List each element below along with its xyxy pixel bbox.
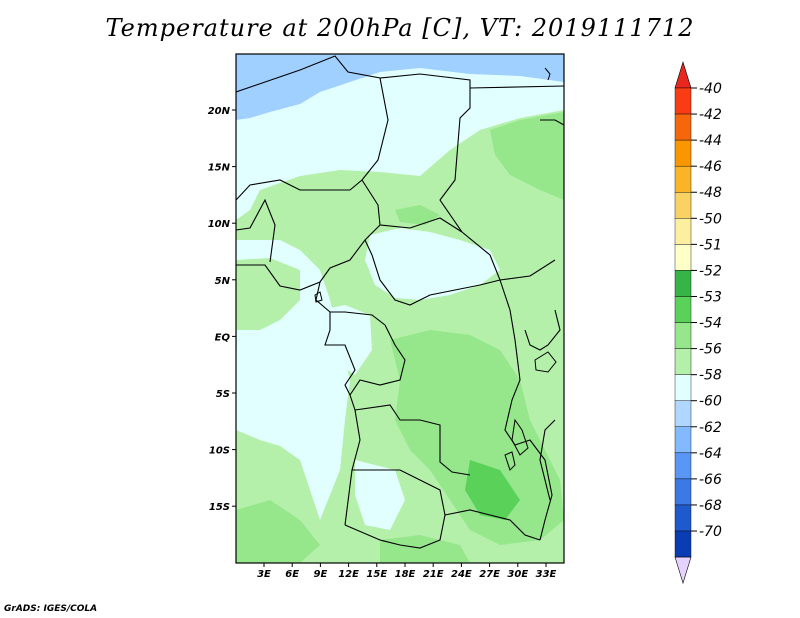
- longitude-axis: 3E 6E 9E 12E 15E 18E 21E 24E 27E 30E 33E: [257, 563, 557, 580]
- temperature-zone-mid-green: [390, 330, 564, 545]
- temperature-zone-pale-south: [355, 460, 405, 530]
- lon-tick-label: 18E: [395, 569, 416, 580]
- temperature-zone-mid-green-east: [490, 112, 564, 200]
- colorbar-band: [674, 139, 692, 167]
- colorbar-label: -40: [699, 81, 722, 97]
- temperature-zone-mid-green-se: [380, 535, 470, 563]
- colorbar-band: [674, 400, 692, 427]
- colorbar-label: -44: [699, 133, 722, 149]
- temperature-zone-light-green-west: [236, 258, 300, 330]
- lon-tick-label: 6E: [285, 569, 299, 580]
- temperature-zone-dark-green: [465, 460, 520, 520]
- colorbar-label: -53: [699, 289, 722, 305]
- colorbar-band: [674, 322, 692, 349]
- lon-tick-label: 12E: [338, 569, 359, 580]
- lakes: [314, 67, 557, 471]
- lat-tick-label: 20N: [208, 106, 231, 117]
- temperature-zone-mid-green-sw: [236, 500, 320, 563]
- colorbar-label: -68: [699, 498, 722, 514]
- colorbar-band: [674, 244, 692, 271]
- colorbar-band: [674, 452, 692, 480]
- temperature-zone-cold: [236, 54, 564, 120]
- lon-tick-label: 21E: [423, 569, 444, 580]
- lon-tick-label: 30E: [507, 569, 528, 580]
- lat-tick-label: 5S: [216, 389, 230, 400]
- colorbar-top-arrow: [674, 60, 692, 89]
- lon-tick-label: 15E: [366, 569, 387, 580]
- lat-tick-label: 15N: [208, 163, 231, 174]
- latitude-axis: 20N 15N 10N 5N EQ 5S 10S 15S: [208, 106, 236, 513]
- temperature-zone-mid-green-north: [395, 205, 440, 225]
- colorbar-band: [674, 87, 692, 115]
- lon-tick-label: 24E: [451, 569, 472, 580]
- country-borders: [236, 55, 564, 549]
- temperature-zone-pale-central: [365, 228, 500, 300]
- lon-tick-label: 9E: [314, 569, 328, 580]
- colorbar-label: -52: [699, 263, 722, 279]
- colorbar-band: [674, 478, 692, 506]
- colorbar-band: [674, 504, 692, 532]
- lon-tick-label: 33E: [536, 569, 557, 580]
- lat-tick-label: 15S: [209, 502, 230, 513]
- colorbar-label: -66: [699, 472, 722, 488]
- colorbar-band: [674, 218, 692, 245]
- colorbar-band: [674, 165, 692, 193]
- lat-tick-label: EQ: [215, 332, 231, 343]
- colorbar-bottom-arrow: [674, 556, 692, 585]
- colorbar-band: [674, 296, 692, 323]
- colorbar-label: -51: [699, 237, 722, 253]
- colorbar-label: -46: [699, 159, 722, 175]
- lon-tick-label: 27E: [479, 569, 500, 580]
- lat-tick-label: 10N: [208, 219, 231, 230]
- temperature-zone-pale-gabon: [320, 305, 372, 375]
- lat-tick-label: 5N: [215, 276, 231, 287]
- colorbar-band: [674, 270, 692, 297]
- colorbar-label: -54: [699, 316, 722, 332]
- colorbar-band: [674, 374, 692, 401]
- colorbar-band: [674, 192, 692, 219]
- colorbar-band: [674, 113, 692, 141]
- colorbar-label: -70: [699, 524, 722, 540]
- map-plot-area: [236, 54, 564, 563]
- colorbar-label: -62: [699, 420, 722, 436]
- colorbar-label: -58: [699, 368, 722, 384]
- colorbar-label: -50: [699, 211, 722, 227]
- grads-credit: GrADS: IGES/COLA: [4, 604, 98, 614]
- colorbar-band: [674, 530, 692, 558]
- lat-tick-label: 10S: [209, 446, 230, 457]
- colorbar-label: -60: [699, 394, 722, 410]
- map-frame: [235, 53, 565, 564]
- colorbar-band: [674, 426, 692, 454]
- colorbar: -40 -42 -44 -46 -48 -50 -51 -52 -53 -54 -56 -58 -60 -…: [674, 60, 722, 585]
- colorbar-label: -56: [699, 342, 722, 358]
- lon-tick-label: 3E: [257, 569, 271, 580]
- colorbar-label: -64: [699, 446, 722, 462]
- chart-title: Temperature at 200hPa [C], VT: 201911171…: [105, 14, 695, 42]
- colorbar-label: -48: [699, 185, 722, 201]
- colorbar-label: -42: [699, 107, 722, 123]
- colorbar-band: [674, 348, 692, 375]
